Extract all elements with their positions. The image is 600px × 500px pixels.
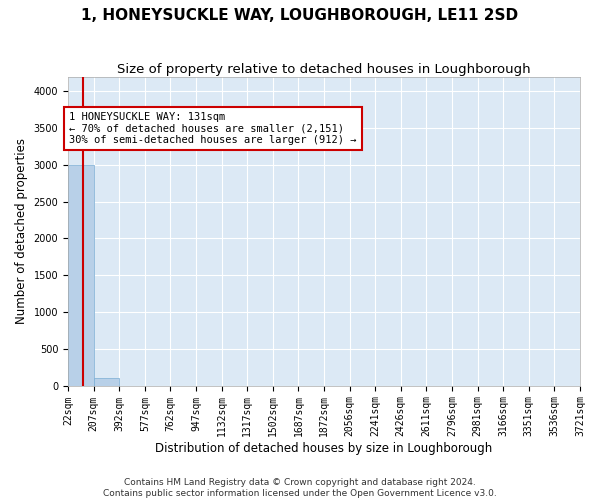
Text: 1 HONEYSUCKLE WAY: 131sqm
← 70% of detached houses are smaller (2,151)
30% of se: 1 HONEYSUCKLE WAY: 131sqm ← 70% of detac…: [70, 112, 357, 145]
Title: Size of property relative to detached houses in Loughborough: Size of property relative to detached ho…: [117, 62, 531, 76]
Y-axis label: Number of detached properties: Number of detached properties: [15, 138, 28, 324]
Bar: [94, 378, 119, 386]
X-axis label: Distribution of detached houses by size in Loughborough: Distribution of detached houses by size …: [155, 442, 493, 455]
Text: 1, HONEYSUCKLE WAY, LOUGHBOROUGH, LE11 2SD: 1, HONEYSUCKLE WAY, LOUGHBOROUGH, LE11 2…: [82, 8, 518, 22]
Bar: [68, 165, 94, 386]
Text: Contains HM Land Registry data © Crown copyright and database right 2024.
Contai: Contains HM Land Registry data © Crown c…: [103, 478, 497, 498]
